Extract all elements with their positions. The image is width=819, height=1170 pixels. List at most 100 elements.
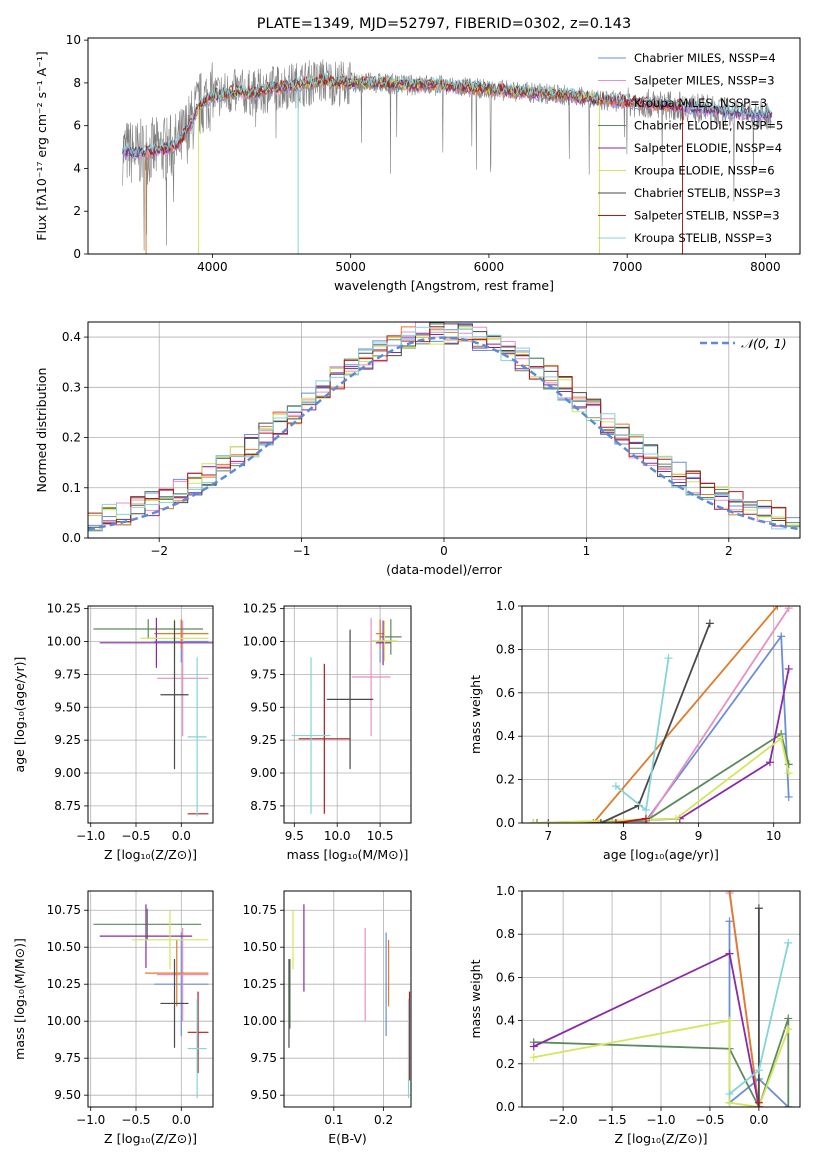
y-tick-label: 10.00 <box>243 1014 277 1028</box>
mass-weight-line <box>608 607 790 823</box>
mass-vs-Z-plot-area <box>88 891 213 1107</box>
observed-spectrum-line <box>122 59 773 251</box>
x-tick-label: 6000 <box>474 260 505 274</box>
mass-weight-line <box>600 623 711 823</box>
x-tick-label: 0.2 <box>374 1113 393 1127</box>
mass-weight-vs-age-plot-area <box>522 606 800 823</box>
legend-label: 𝒩(0, 1) <box>741 336 787 351</box>
residual-histogram-series <box>88 326 800 526</box>
axes-frame <box>87 37 801 255</box>
x-tick-label: −1.0 <box>76 829 105 843</box>
legend-label: Salpeter MILES, NSSP=3 <box>634 74 775 88</box>
x-tick-label: 7000 <box>612 260 643 274</box>
x-tick-label: 8 <box>620 829 628 843</box>
y-tick-label: 9.75 <box>54 667 81 681</box>
y-tick-label: 0.2 <box>62 431 81 445</box>
y-tick-label: 10.00 <box>47 635 81 649</box>
y-tick-label: 0.4 <box>62 330 81 344</box>
mass-weight-marker <box>773 606 782 610</box>
panel-spectrum: 4000 5000 6000 7000 8000 0 2 4 6 8 10 Chabrier MILE… <box>34 16 801 293</box>
x-tick-label: 10 <box>766 829 781 843</box>
x-tick-label: −1 <box>293 544 311 558</box>
y-tick-label: 10.75 <box>243 903 277 917</box>
axes-frame <box>521 605 801 824</box>
x-tick-label: 2 <box>725 544 733 558</box>
mass-weight-line <box>728 891 760 1107</box>
y-tick-label: 0.2 <box>496 1057 515 1071</box>
x-tick-label: 4000 <box>197 260 228 274</box>
legend-label: Kroupa ELODIE, NSSP=6 <box>634 164 775 178</box>
mass-weight-marker <box>765 758 774 767</box>
mass-weight-marker <box>777 632 786 641</box>
y-tick-label: 10.25 <box>243 602 277 616</box>
normal-distribution-curve <box>88 336 800 531</box>
legend-label: Kroupa MILES, NSSP=3 <box>634 96 767 110</box>
mass-weight-marker <box>725 1016 734 1025</box>
y-axis-label: mass [log₁₀(M/M⊙)] <box>12 938 27 1060</box>
mass-weight-marker <box>725 917 734 926</box>
y-tick-label: 0.4 <box>496 729 515 743</box>
mass-weight-marker <box>529 1053 538 1062</box>
x-tick-label: 9.5 <box>285 829 304 843</box>
axes-frame <box>283 890 412 1108</box>
age-vs-mass-plot-area <box>284 606 411 823</box>
y-axis-label: age [log₁₀(age/yr)] <box>12 657 27 773</box>
legend-label: Chabrier MILES, NSSP=4 <box>634 51 776 65</box>
mass-weight-line <box>533 1018 790 1107</box>
mass-weight-marker <box>784 792 793 801</box>
model-spectrum-line <box>122 72 772 156</box>
x-tick-label: 10.5 <box>367 829 394 843</box>
y-tick-label: 8 <box>73 76 81 90</box>
y-tick-label: 9.25 <box>54 733 81 747</box>
x-tick-label: 7 <box>544 829 552 843</box>
y-tick-label: 0.4 <box>496 1014 515 1028</box>
y-tick-label: 9.75 <box>54 1051 81 1065</box>
mass-weight-marker <box>533 819 542 823</box>
y-tick-label: 10.25 <box>243 977 277 991</box>
y-tick-label: 10 <box>66 33 81 47</box>
y-tick-label: 9.00 <box>54 766 81 780</box>
y-tick-label: 10.50 <box>47 940 81 954</box>
x-tick-label: −0.5 <box>121 1113 150 1127</box>
mass-weight-marker <box>784 664 793 673</box>
legend-label: Chabrier ELODIE, NSSP=5 <box>634 119 783 133</box>
x-tick-label: −0.5 <box>695 1113 724 1127</box>
x-tick-label: −2 <box>150 544 168 558</box>
mass-weight-marker <box>664 654 673 663</box>
mass-weight-marker <box>725 891 734 895</box>
mass-weight-line <box>615 817 647 823</box>
y-tick-label: 10.75 <box>47 903 81 917</box>
mass-weight-line <box>728 921 789 1107</box>
residuals-plot-area <box>88 322 800 538</box>
y-tick-label: 9.75 <box>250 1051 277 1065</box>
y-tick-label: 9.50 <box>54 700 81 714</box>
y-tick-label: 9.00 <box>250 766 277 780</box>
mass-weight-marker <box>754 1098 763 1107</box>
legend-label: Chabrier STELIB, NSSP=3 <box>634 186 781 200</box>
x-tick-label: 9 <box>695 829 703 843</box>
panel-age-vs-mass: 9.5 10.0 10.5 8.75 9.00 9.25 9.50 9.75 10.00 10.2… <box>243 602 412 862</box>
mass-weight-marker <box>611 782 620 791</box>
mass-weight-marker <box>725 1098 734 1107</box>
y-tick-label: 0.0 <box>496 816 515 830</box>
mass-weight-marker <box>596 819 605 823</box>
chart-title: PLATE=1349, MJD=52797, FIBERID=0302, z=0… <box>257 16 631 32</box>
y-tick-label: 10.25 <box>47 602 81 616</box>
x-tick-label: 0.0 <box>172 1113 191 1127</box>
axes-frame <box>87 321 801 539</box>
x-tick-label: 0.1 <box>324 1113 343 1127</box>
y-tick-label: 1.0 <box>496 884 515 898</box>
mass-weight-marker <box>784 1025 793 1034</box>
y-tick-label: 0.1 <box>62 481 81 495</box>
mass-weight-marker <box>544 819 553 823</box>
x-axis-label: (data-model)/error <box>386 562 503 577</box>
mass-weight-marker <box>529 819 538 823</box>
spectrum-plot-area <box>122 59 773 254</box>
panel-mass-vs-EBV: 0.1 0.2 9.50 9.75 10.00 10.25 10.50 10.75 E(B-V) <box>243 890 412 1146</box>
x-tick-label: −1.0 <box>646 1113 675 1127</box>
x-axis-label: Z [log₁₀(Z/Z⊙)] <box>104 1131 197 1146</box>
mass-weight-marker <box>777 734 786 743</box>
y-axis-label: Normed distribution <box>34 368 49 493</box>
axes-frame <box>87 605 214 824</box>
